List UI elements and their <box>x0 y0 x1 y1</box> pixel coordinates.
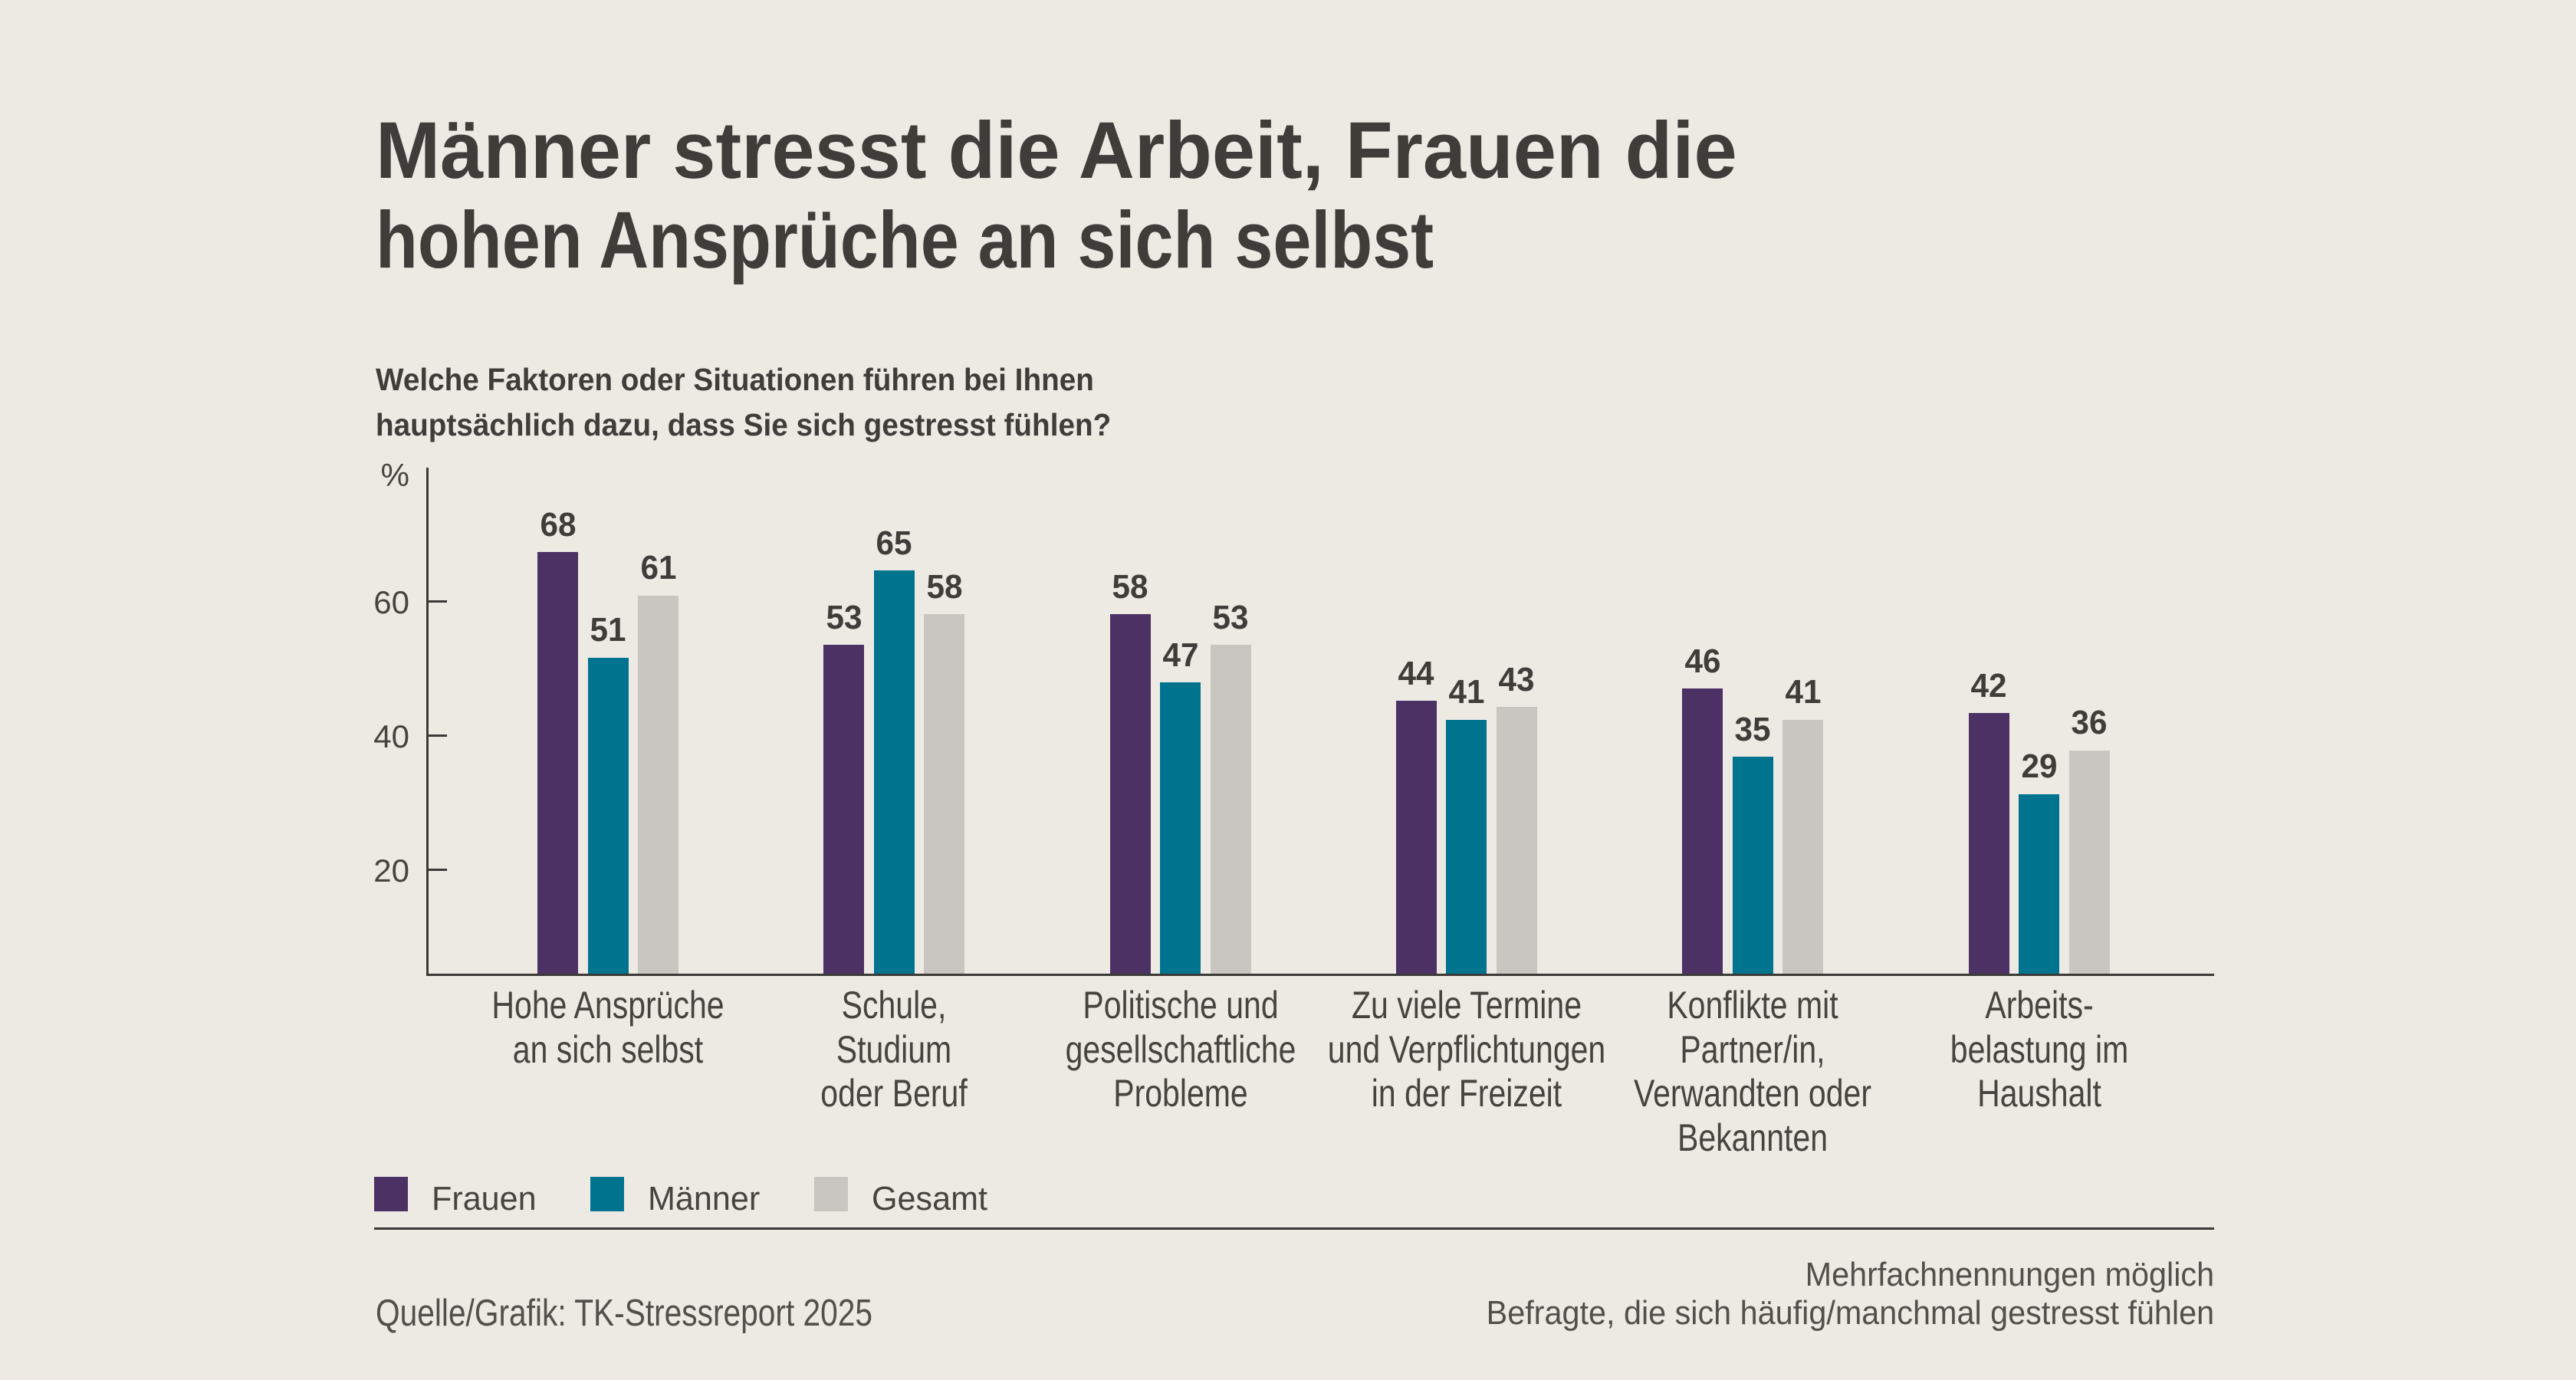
footnote: Mehrfachnennungen möglich Befragte, die … <box>1486 1256 2214 1332</box>
category-label-1: Schule, Studium oder Beruf <box>820 984 968 1115</box>
bar-männer-4 <box>1732 757 1773 974</box>
value-label-frauen-3: 44 <box>1398 654 1434 692</box>
bar-frauen-3 <box>1395 701 1437 974</box>
value-label-gesamt-1: 58 <box>926 567 963 606</box>
y-axis-tick-20 <box>429 869 447 872</box>
bar-frauen-0 <box>537 552 578 974</box>
chart-title-line1: Männer stresst die Arbeit, Frauen die <box>376 106 1737 196</box>
footnote-line2: Befragte, die sich häufig/manchmal gestr… <box>1486 1294 2214 1332</box>
legend-swatch-gesamt <box>813 1177 848 1211</box>
y-axis-line <box>426 468 429 976</box>
bar-männer-2 <box>1160 682 1201 974</box>
value-label-männer-5: 29 <box>2021 748 2058 786</box>
value-label-frauen-1: 53 <box>826 598 863 636</box>
bar-gesamt-0 <box>638 595 678 974</box>
value-label-frauen-0: 68 <box>539 505 576 544</box>
value-label-gesamt-3: 43 <box>1498 660 1535 698</box>
category-label-5: Arbeits-belastung im Haushalt <box>1950 984 2128 1115</box>
category-label-2: Politische und gesellschaftliche Probleme <box>1065 984 1296 1115</box>
chart-title: Männer stresst die Arbeit, Frauen die ho… <box>376 106 1791 285</box>
legend-swatch-frauen <box>374 1177 408 1211</box>
x-axis-line <box>426 974 2214 976</box>
value-label-männer-4: 35 <box>1734 710 1771 748</box>
category-label-0: Hohe Ansprüche an sich selbst <box>491 984 724 1071</box>
bar-männer-1 <box>873 570 915 974</box>
footer-divider <box>374 1227 2214 1230</box>
value-label-gesamt-2: 53 <box>1212 598 1249 636</box>
category-label-3: Zu viele Termine und Verpflichtungen in de… <box>1327 984 1606 1115</box>
bar-gesamt-2 <box>1210 645 1251 974</box>
bar-männer-0 <box>587 657 629 974</box>
value-label-männer-3: 41 <box>1448 673 1485 711</box>
y-axis-tick-60 <box>429 600 447 603</box>
source-credit: Quelle/Grafik: TK-Stressreport 2025 <box>376 1293 872 1334</box>
footnote-line1: Mehrfachnennungen möglich <box>1805 1256 2214 1293</box>
chart-subtitle: Welche Faktoren oder Situationen führen … <box>376 357 1111 448</box>
category-label-4: Konflikte mit Partner/in, Verwandten oder B… <box>1634 984 1872 1159</box>
value-label-frauen-4: 46 <box>1684 642 1721 680</box>
value-label-männer-2: 47 <box>1162 636 1199 674</box>
bar-frauen-2 <box>1109 614 1151 974</box>
bar-frauen-5 <box>1968 713 2009 974</box>
legend-label-männer: Männer <box>647 1179 760 1217</box>
bar-gesamt-4 <box>1783 719 1824 974</box>
chart-subtitle-line1: Welche Faktoren oder Situationen führen … <box>376 362 1094 397</box>
legend-swatch-männer <box>590 1177 624 1211</box>
legend-label-frauen: Frauen <box>432 1179 537 1217</box>
bar-gesamt-1 <box>924 614 965 974</box>
y-axis-tick-40 <box>429 734 447 737</box>
value-label-gesamt-0: 61 <box>639 549 676 587</box>
bar-männer-3 <box>1446 719 1487 974</box>
value-label-frauen-2: 58 <box>1112 567 1148 606</box>
bar-gesamt-3 <box>1496 707 1537 974</box>
value-label-männer-0: 51 <box>590 611 626 649</box>
value-label-gesamt-4: 41 <box>1785 673 1822 711</box>
value-label-gesamt-5: 36 <box>2071 704 2108 742</box>
y-axis-tick-label-40: 40 <box>373 718 409 754</box>
value-label-männer-1: 65 <box>876 524 912 562</box>
chart-title-line2: hohen Ansprüche an sich selbst <box>376 196 1434 285</box>
chart-subtitle-line2: hauptsächlich dazu, dass Sie sich gestre… <box>376 407 1112 442</box>
value-label-frauen-5: 42 <box>1970 666 2007 705</box>
y-axis-unit-label: % <box>380 457 409 493</box>
y-axis-tick-label-60: 60 <box>373 583 409 620</box>
bar-männer-5 <box>2019 794 2060 974</box>
bar-gesamt-5 <box>2068 750 2110 974</box>
bar-frauen-4 <box>1682 688 1723 974</box>
y-axis-tick-label-20: 20 <box>373 853 409 889</box>
bar-frauen-1 <box>823 645 865 974</box>
legend-label-gesamt: Gesamt <box>871 1179 987 1217</box>
